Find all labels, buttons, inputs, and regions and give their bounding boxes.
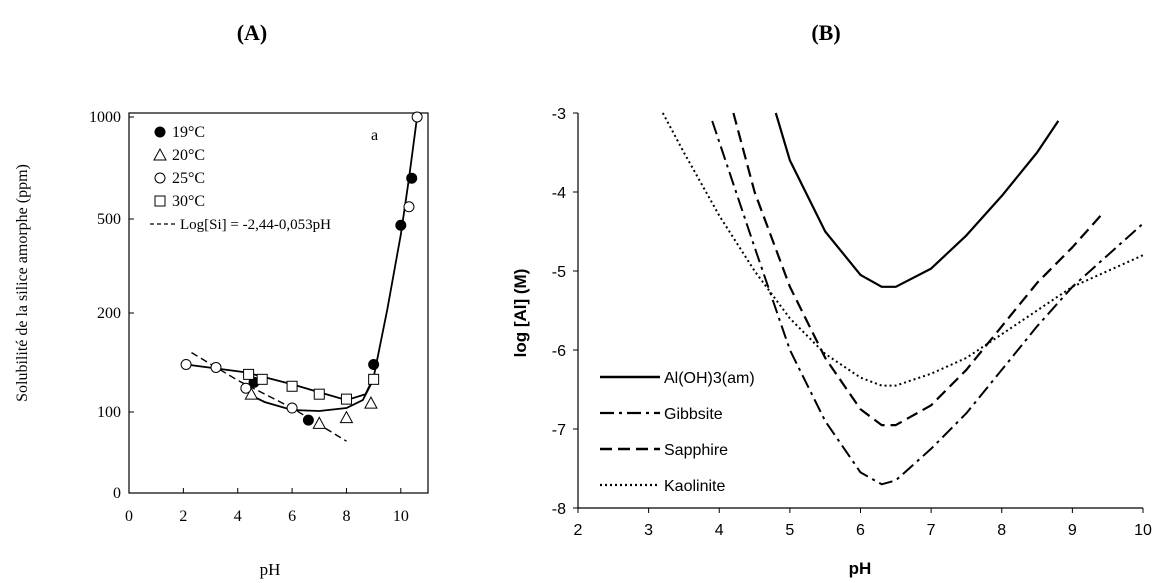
chart-a-point-triangle xyxy=(364,396,378,409)
chart-b-y-tick-label: -3 xyxy=(552,106,566,123)
chart-a-point-square xyxy=(340,393,352,405)
chart-a-point-open-circle xyxy=(210,361,222,373)
chart-a-y-tick-label: 1000 xyxy=(89,109,121,126)
chart-a-y-axis-label: Solubilité de la silice amorphe (ppm) xyxy=(14,164,31,402)
chart-b-legend-label: Sapphire xyxy=(664,442,728,459)
chart-a-frame xyxy=(128,112,429,494)
chart-a-legend-marker xyxy=(153,147,167,161)
chart-b-legend-label: Gibbsite xyxy=(664,406,723,423)
chart-a-legend-label: 19°C xyxy=(172,124,205,141)
chart-b-x-tick-label: 7 xyxy=(927,522,936,539)
chart-b-y-tick-label: -5 xyxy=(552,264,566,281)
chart-b-legend: Al(OH)3(am) Gibbsite Sapphire Kaolinite xyxy=(600,370,755,495)
chart-b-x-tick-label: 3 xyxy=(644,522,653,539)
chart-a-point-square xyxy=(313,388,325,400)
chart-a-point-triangle xyxy=(244,387,259,400)
chart-a-legend-label: 25°C xyxy=(172,170,205,187)
chart-b-ticks: 2 3 4 5 6 7 8 9 10 -3 -4 -5 -6 -7 -8 xyxy=(552,106,1152,539)
chart-b-curves xyxy=(661,112,1144,486)
chart-a-point-open-circle xyxy=(180,358,192,370)
chart-a-legend: 19°C 20°C 25°C 30°C Log[Si] = -2,44-0,053pH xyxy=(150,124,331,233)
chart-a-x-tick-label: 4 xyxy=(234,508,242,525)
chart-a-x-tick-label: 2 xyxy=(179,508,187,525)
chart-b-x-tick-label: 4 xyxy=(715,522,724,539)
chart-a-point-square xyxy=(368,373,380,385)
chart-a-point-triangle xyxy=(312,416,327,429)
chart-a-y-tick-label: 200 xyxy=(97,305,121,322)
chart-b-x-tick-label: 8 xyxy=(997,522,1006,539)
chart-a-y-tick-label: 100 xyxy=(97,404,121,421)
chart-b-x-tick-label: 5 xyxy=(785,522,794,539)
chart-a-point-filled-circle xyxy=(406,172,418,184)
chart-b-legend-label: Kaolinite xyxy=(664,478,725,495)
chart-a-legend-label: 20°C xyxy=(172,147,205,164)
chart-b-y-tick-label: -7 xyxy=(552,422,566,439)
chart-a-y-tick-label: 500 xyxy=(97,211,121,228)
chart-b-x-axis-label: pH xyxy=(849,559,872,578)
chart-b-series-al-oh-3-am- xyxy=(774,112,1060,288)
panel-label-a: (A) xyxy=(237,20,268,45)
chart-b-series-kaolinite xyxy=(661,112,1144,387)
chart-a-x-tick-label: 6 xyxy=(288,508,296,525)
chart-a-point-square xyxy=(243,368,255,380)
chart-b-y-tick-label: -6 xyxy=(552,343,566,360)
chart-b-x-tick-label: 2 xyxy=(574,522,583,539)
chart-b-y-tick-label: -4 xyxy=(552,185,566,202)
chart-a-point-open-circle xyxy=(411,111,423,123)
chart-a-points xyxy=(180,111,423,429)
chart-a-curves xyxy=(185,116,418,442)
chart-a-point-open-circle xyxy=(286,402,298,414)
chart-a-x-tick-label: 8 xyxy=(342,508,350,525)
chart-b-x-tick-label: 6 xyxy=(856,522,865,539)
chart-a-curve xyxy=(248,383,372,412)
chart-a-point-triangle xyxy=(339,410,354,424)
chart-a-point-filled-circle xyxy=(395,219,407,231)
chart-a-panel-letter: a xyxy=(371,127,378,144)
chart-b-y-tick-label: -8 xyxy=(552,501,566,518)
chart-a-y-tick-label: 0 xyxy=(113,485,121,502)
chart-b-legend-label: Al(OH)3(am) xyxy=(664,370,755,387)
chart-b-series-sapphire xyxy=(732,112,1102,427)
chart-a-point-square xyxy=(286,380,298,392)
chart-a-point-square xyxy=(256,373,268,385)
chart-a-point-filled-circle xyxy=(368,358,380,370)
chart-a-legend-marker xyxy=(154,195,166,207)
chart-a-legend-label: Log[Si] = -2,44-0,053pH xyxy=(180,217,331,233)
chart-a-point-filled-circle xyxy=(302,414,314,426)
chart-a-x-tick-label: 0 xyxy=(125,508,133,525)
chart-b-series-gibbsite xyxy=(711,120,1144,486)
chart-a-point-open-circle xyxy=(240,382,252,394)
chart-b-x-tick-label: 9 xyxy=(1068,522,1077,539)
chart-a-legend-marker xyxy=(154,126,166,138)
chart-a-curve xyxy=(185,116,418,402)
chart-a-x-tick-label: 10 xyxy=(393,508,409,525)
chart-a-legend-marker xyxy=(154,172,166,184)
chart-a-point-open-circle xyxy=(403,201,415,213)
chart-a-x-axis-label: pH xyxy=(260,560,281,579)
chart-a-legend-label: 30°C xyxy=(172,193,205,210)
chart-b-x-tick-label: 10 xyxy=(1134,522,1152,539)
chart-b: 2 3 4 5 6 7 8 9 10 -3 -4 -5 -6 -7 -8 Al(OH)3(am) Gibbsi… xyxy=(511,106,1152,578)
chart-b-y-axis-label: log [Al] (M) xyxy=(511,269,530,358)
panel-label-b: (B) xyxy=(811,20,840,45)
